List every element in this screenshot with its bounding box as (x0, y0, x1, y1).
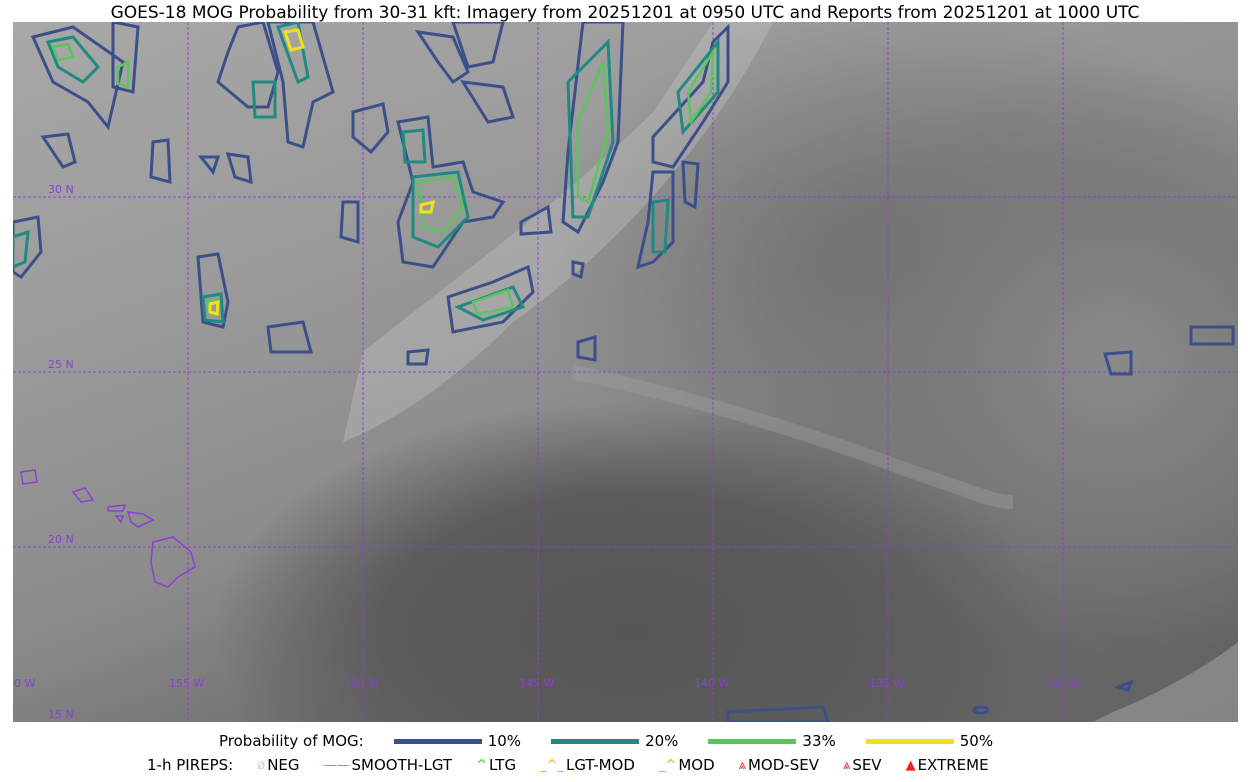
satellite-map: 30 N 25 N 20 N 15 N 160 W 155 W 150 W 14… (13, 22, 1238, 722)
line-icon: —— (323, 757, 350, 773)
legend-label-10pct: 10% (487, 732, 522, 750)
hawaii-coastline (20, 469, 196, 588)
double-caret-bar-icon: ⩓ (738, 757, 746, 773)
lat-label-30n: 30 N (48, 183, 74, 196)
lon-label-150w: 150 W (344, 677, 380, 690)
swatch-20pct (551, 738, 640, 744)
lon-label-155w: 155 W (169, 677, 205, 690)
double-caret-icon: ⩓ (842, 757, 851, 773)
lon-label-130w: 130 W (1044, 677, 1080, 690)
pireps-legend-title: 1-h PIREPS: (147, 756, 234, 774)
pirep-label-mod-sev: MOD-SEV (747, 756, 819, 774)
contour-33pct (51, 42, 715, 316)
lat-label-20n: 20 N (48, 533, 74, 546)
contour-50pct (208, 28, 435, 316)
map-overlay (13, 22, 1238, 722)
caret-bar-icon: _^_ (540, 757, 564, 773)
lon-label-140w: 140 W (694, 677, 730, 690)
lat-label-15n: 15 N (48, 708, 74, 721)
pirep-label-neg: NEG (267, 756, 300, 774)
chart-title: GOES-18 MOG Probability from 30-31 kft: … (110, 3, 1140, 23)
probability-legend: Probability of MOG: 10% 20% 33% 50% (219, 732, 993, 750)
pirep-label-smooth-lgt: SMOOTH-LGT (351, 756, 453, 774)
contour-20pct (13, 22, 720, 324)
neg-icon: ø (257, 757, 266, 773)
lon-label-160w: 160 W (13, 677, 36, 690)
legend-label-33pct: 33% (802, 732, 836, 750)
pirep-label-mod: MOD (678, 756, 715, 774)
lon-label-145w: 145 W (519, 677, 555, 690)
swatch-33pct (708, 738, 797, 744)
legend-label-50pct: 50% (959, 732, 994, 750)
pirep-label-extreme: EXTREME (917, 756, 989, 774)
lon-label-135w: 135 W (869, 677, 905, 690)
swatch-10pct (393, 738, 482, 744)
lat-label-25n: 25 N (48, 358, 74, 371)
pirep-label-ltg: LTG (488, 756, 517, 774)
probability-legend-title: Probability of MOG: (219, 732, 364, 750)
swatch-50pct (865, 738, 954, 744)
legend-label-20pct: 20% (645, 732, 679, 750)
graticule (13, 22, 1238, 722)
caret-icon: ^ (476, 757, 487, 773)
contour-10pct (13, 22, 1235, 722)
pirep-label-sev: SEV (852, 756, 882, 774)
pirep-label-lgt-mod: LGT-MOD (565, 756, 635, 774)
caret-icon: _^ (658, 757, 677, 773)
pireps-legend: 1-h PIREPS: ø NEG —— SMOOTH-LGT ^ LTG _^_ LG… (147, 756, 989, 774)
filled-triangle-icon: ▲ (905, 757, 916, 773)
